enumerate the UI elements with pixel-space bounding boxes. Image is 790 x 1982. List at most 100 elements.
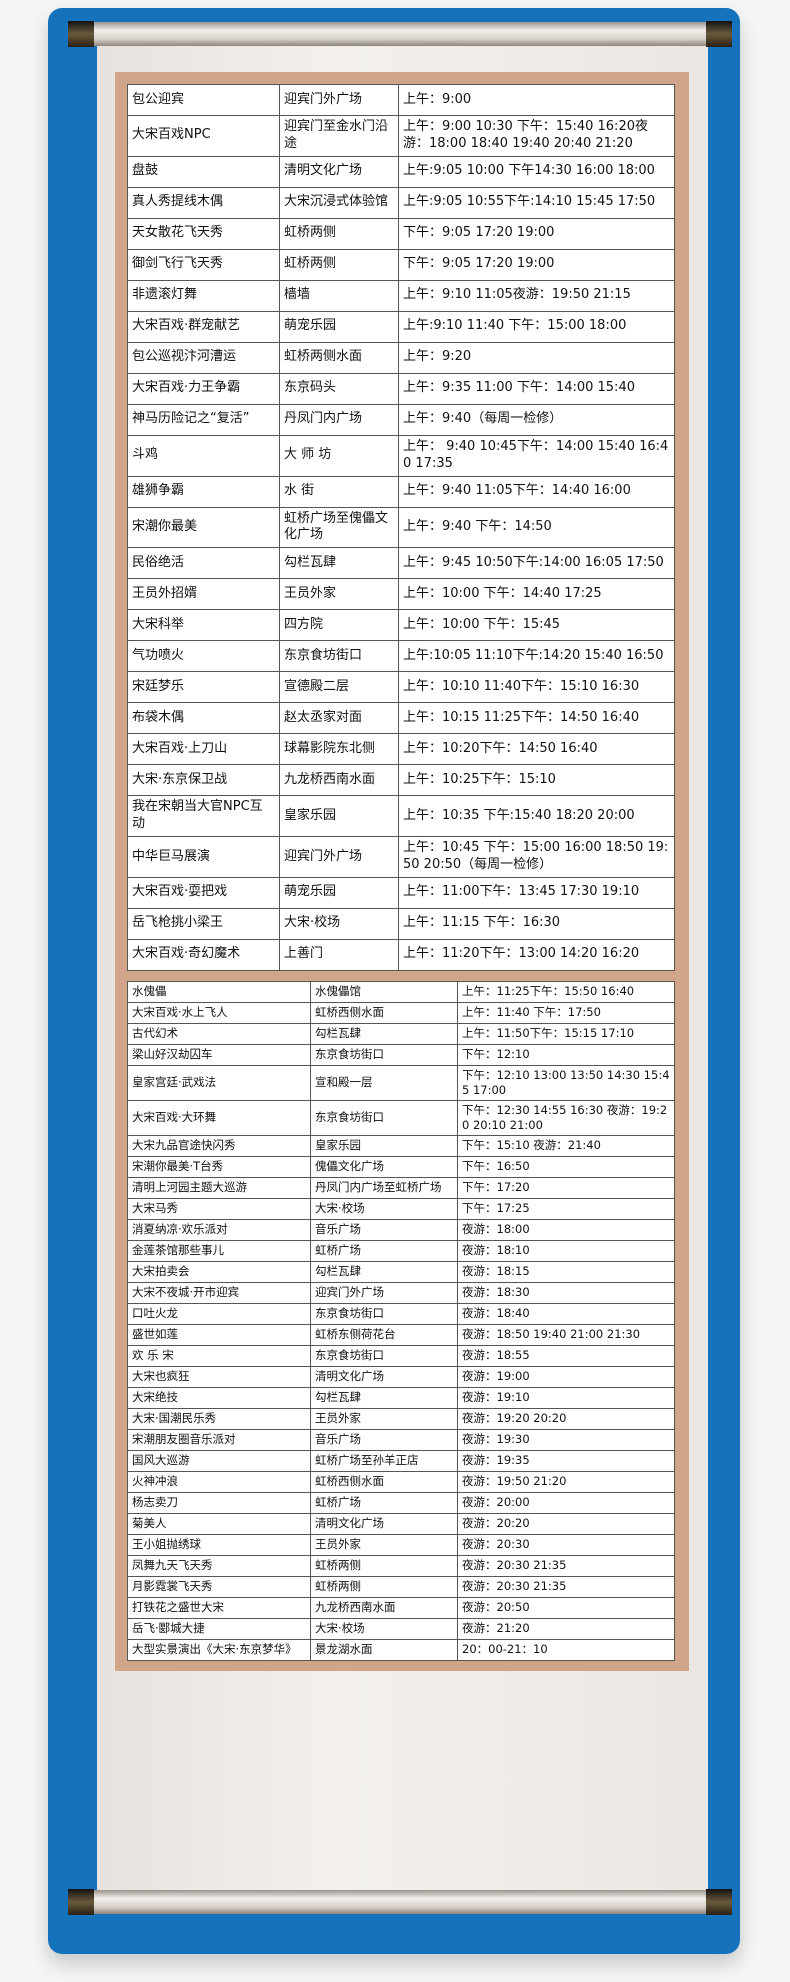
show-name-cell: 包公巡视汴河漕运 xyxy=(127,341,280,374)
location-cell: 清明文化广场 xyxy=(310,1365,458,1388)
table-row: 欢 乐 宋东京食坊街口 夜游：18:55 xyxy=(127,1344,675,1367)
show-times-cell: 夜游：18:55 xyxy=(457,1344,675,1367)
scroll-rod-bottom xyxy=(68,1889,732,1915)
show-name-cell: 口吐火龙 xyxy=(127,1302,311,1325)
show-name-cell: 大型实景演出《大宋·东京梦华》 xyxy=(127,1638,311,1661)
show-times-cell: 夜游：19:20 20:20 xyxy=(457,1407,675,1430)
location-cell: 虹桥两侧 xyxy=(279,248,399,281)
location-cell: 九龙桥西南水面 xyxy=(310,1596,458,1619)
location-cell: 虹桥西侧水面 xyxy=(310,1001,458,1024)
show-name-cell: 王小姐抛绣球 xyxy=(127,1533,311,1556)
table-row: 宋廷梦乐 宣德殿二层 上午：10:10 11:40下午：15:10 16:30 xyxy=(127,671,675,704)
table-row: 布袋木偶 赵太丞家对面 上午：10:15 11:25下午：14:50 16:40 xyxy=(127,702,675,735)
show-name-cell: 宋廷梦乐 xyxy=(127,671,280,704)
location-cell: 虹桥广场 xyxy=(310,1239,458,1262)
show-times-cell: 上午：10:10 11:40下午：15:10 16:30 xyxy=(398,671,675,704)
show-times-cell: 20：00-21：10 xyxy=(457,1638,675,1661)
table-row: 水傀儡 水傀儡馆 上午：11:25下午：15:50 16:40 xyxy=(127,980,675,1003)
table-row: 我在宋朝当大官NPC互动 皇家乐园 上午：10:35 下午:15:40 18:20 … xyxy=(127,795,675,838)
show-name-cell: 盛世如莲 xyxy=(127,1323,311,1346)
show-times-cell: 夜游：19:00 xyxy=(457,1365,675,1388)
show-times-cell: 下午：17:20 xyxy=(457,1176,675,1199)
show-times-cell: 夜游：19:50 21:20 xyxy=(457,1470,675,1493)
table-row: 气功喷火 东京食坊街口 上午:10:05 11:10下午:14:20 15:40 1… xyxy=(127,640,675,673)
show-times-cell: 上午：9:40（每周一检修） xyxy=(398,403,675,436)
location-cell: 赵太丞家对面 xyxy=(279,702,399,735)
location-cell: 东京食坊街口 xyxy=(279,640,399,673)
show-times-cell: 下午：17:25 xyxy=(457,1197,675,1220)
table-row: 神马历险记之“复活” 丹凤门内广场 上午：9:40（每周一检修） xyxy=(127,403,675,436)
show-name-cell: 清明上河园主题大巡游 xyxy=(127,1176,311,1199)
table-frame-2: 水傀儡 水傀儡馆 上午：11:25下午：15:50 16:40 大宋百戏·水上飞人 虹桥… xyxy=(115,976,689,1671)
show-times-cell: 下午：9:05 17:20 19:00 xyxy=(398,248,675,281)
show-name-cell: 杨志卖刀 xyxy=(127,1491,311,1514)
show-name-cell: 岳飞·郾城大捷 xyxy=(127,1617,311,1640)
table-row: 大宋百戏·水上飞人 虹桥西侧水面 上午：11:40 下午：17:50 xyxy=(127,1001,675,1024)
show-name-cell: 大宋百戏·力王争霸 xyxy=(127,372,280,405)
show-name-cell: 宋潮你最美·T台秀 xyxy=(127,1155,311,1178)
location-cell: 萌宠乐园 xyxy=(279,310,399,343)
table-row: 天女散花飞天秀 虹桥两侧 下午：9:05 17:20 19:00 xyxy=(127,217,675,250)
show-name-cell: 气功喷火 xyxy=(127,640,280,673)
show-times-cell: 上午：11:40 下午：17:50 xyxy=(457,1001,675,1024)
show-times-cell: 上午:10:05 11:10下午:14:20 15:40 16:50 xyxy=(398,640,675,673)
show-times-cell: 上午：9:45 10:50下午:14:00 16:05 17:50 xyxy=(398,547,675,580)
table-row: 大宋百戏·大环舞 东京食坊街口 下午：12:30 14:55 16:30 夜游：19… xyxy=(127,1099,675,1136)
show-times-cell: 上午：10:45 下午：15:00 16:00 18:50 19:50 20:5… xyxy=(398,836,675,878)
show-times-cell: 下午：9:05 17:20 19:00 xyxy=(398,217,675,250)
show-times-cell: 夜游：18:50 19:40 21:00 21:30 xyxy=(457,1323,675,1346)
location-cell: 宣德殿二层 xyxy=(279,671,399,704)
table-row: 大宋·国潮民乐秀 王员外家 夜游：19:20 20:20 xyxy=(127,1407,675,1430)
show-times-cell: 夜游：18:30 xyxy=(457,1281,675,1304)
show-times-cell: 上午：10:35 下午:15:40 18:20 20:00 xyxy=(398,795,675,838)
show-name-cell: 水傀儡 xyxy=(127,980,311,1003)
show-times-cell: 夜游：19:35 xyxy=(457,1449,675,1472)
show-times-cell: 夜游：21:20 xyxy=(457,1617,675,1640)
table-row: 大宋拍卖会 勾栏瓦肆 夜游：18:15 xyxy=(127,1260,675,1283)
show-name-cell: 御剑飞行飞天秀 xyxy=(127,248,280,281)
table-row: 宋潮你最美 虹桥广场至傀儡文化广场 上午：9:40 下午：14:50 xyxy=(127,506,675,549)
show-name-cell: 大宋百戏·耍把戏 xyxy=(127,876,280,909)
show-name-cell: 中华巨马展演 xyxy=(127,836,280,878)
table-row: 包公巡视汴河漕运 虹桥两侧水面 上午：9:20 xyxy=(127,341,675,374)
location-cell: 大宋·校场 xyxy=(310,1197,458,1220)
location-cell: 皇家乐园 xyxy=(310,1134,458,1157)
location-cell: 王员外家 xyxy=(279,578,399,611)
table-row: 大宋九品官途快闪秀 皇家乐园 下午：15:10 夜游：21:40 xyxy=(127,1134,675,1157)
table-row: 大宋百戏·奇幻魔术 上善门 上午：11:20下午：13:00 14:20 16:20 xyxy=(127,938,675,971)
show-times-cell: 上午：11:25下午：15:50 16:40 xyxy=(457,980,675,1003)
show-times-cell: 上午：9:40 下午：14:50 xyxy=(398,506,675,549)
table-row: 消夏纳凉·欢乐派对 音乐广场 夜游：18:00 xyxy=(127,1218,675,1241)
location-cell: 丹凤门内广场至虹桥广场 xyxy=(310,1176,458,1199)
show-name-cell: 菊美人 xyxy=(127,1512,311,1535)
table-row: 宋潮你最美·T台秀 傀儡文化广场 下午：16:50 xyxy=(127,1155,675,1178)
location-cell: 清明文化广场 xyxy=(310,1512,458,1535)
show-name-cell: 王员外招婿 xyxy=(127,578,280,611)
show-times-cell: 夜游：20:30 21:35 xyxy=(457,1554,675,1577)
show-name-cell: 大宋科举 xyxy=(127,609,280,642)
table-row: 非遗滚灯舞 樯墙 上午：9:10 11:05夜游：19:50 21:15 xyxy=(127,279,675,312)
show-times-cell: 夜游：18:40 xyxy=(457,1302,675,1325)
location-cell: 大宋·校场 xyxy=(279,907,399,940)
show-times-cell: 下午：12:10 xyxy=(457,1043,675,1066)
show-times-cell: 上午：10:15 11:25下午：14:50 16:40 xyxy=(398,702,675,735)
table-row: 民俗绝活 勾栏瓦肆 上午：9:45 10:50下午:14:00 16:05 17:5… xyxy=(127,547,675,580)
show-times-cell: 上午：9:00 10:30 下午：15:40 16:20夜游：18:00 18:… xyxy=(398,115,675,157)
location-cell: 上善门 xyxy=(279,938,399,971)
show-name-cell: 天女散花飞天秀 xyxy=(127,217,280,250)
location-cell: 勾栏瓦肆 xyxy=(279,547,399,580)
location-cell: 大 师 坊 xyxy=(279,434,399,477)
table-row: 雄狮争霸水 街上午：9:40 11:05下午：14:40 16:00 xyxy=(127,475,675,508)
schedule-table-2: 水傀儡 水傀儡馆 上午：11:25下午：15:50 16:40 大宋百戏·水上飞人 虹桥… xyxy=(127,980,675,1661)
table-row: 口吐火龙 东京食坊街口 夜游：18:40 xyxy=(127,1302,675,1325)
table-row: 大宋百戏NPC 迎宾门至金水门沿途 上午：9:00 10:30 下午：15:40 1… xyxy=(127,115,675,157)
location-cell: 球幕影院东北侧 xyxy=(279,733,399,766)
show-name-cell: 岳飞枪挑小梁王 xyxy=(127,907,280,940)
table-row: 大宋·东京保卫战 九龙桥西南水面 上午：10:25下午：15:10 xyxy=(127,764,675,797)
show-times-cell: 夜游：20:20 xyxy=(457,1512,675,1535)
table-row: 包公迎宾 迎宾门外广场 上午：9:00 xyxy=(127,84,675,116)
table-row: 王员外招婿 王员外家 上午：10:00 下午：14:40 17:25 xyxy=(127,578,675,611)
table-row: 大宋百戏·群宠献艺 萌宠乐园 上午:9:10 11:40 下午：15:00 18:0… xyxy=(127,310,675,343)
location-cell: 清明文化广场 xyxy=(279,155,399,188)
show-times-cell: 夜游：20:00 xyxy=(457,1491,675,1514)
